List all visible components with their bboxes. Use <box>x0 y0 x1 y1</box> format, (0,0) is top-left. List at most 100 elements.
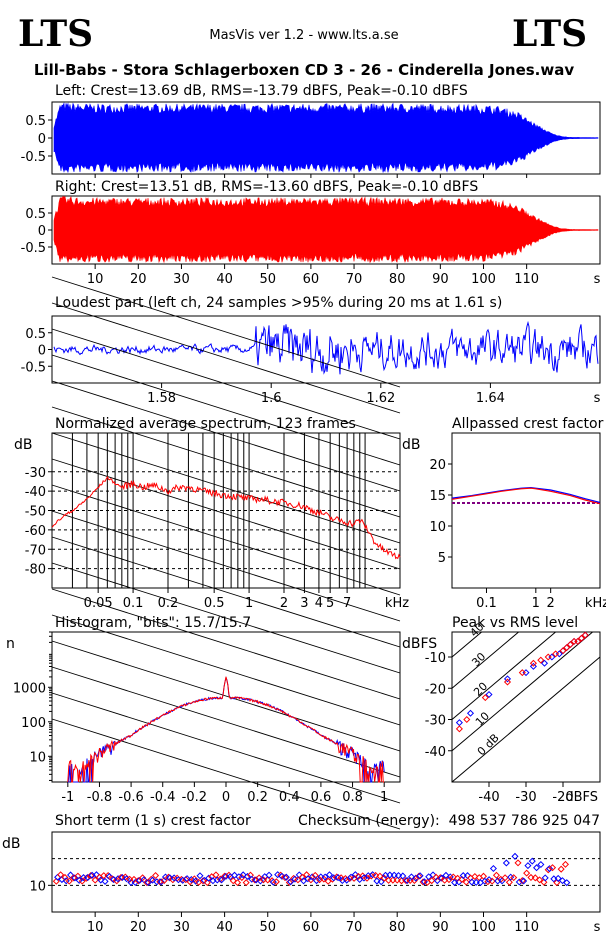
shortcrest-point <box>213 876 221 884</box>
shortcrest-point <box>524 862 532 870</box>
right-waveform-xtick-label: 30 <box>173 272 190 287</box>
shortcrest-point <box>234 879 242 887</box>
peakrms-point <box>559 647 567 655</box>
shortcrest-point <box>510 874 518 882</box>
peakrms-xtick-label: -20 <box>552 790 573 805</box>
crest-series-line <box>451 486 601 503</box>
shortcrest-point <box>399 872 407 880</box>
shortcrest-point <box>494 877 502 885</box>
shortcrest-point <box>307 876 315 884</box>
shortcrest-xtick-label: 80 <box>389 920 406 935</box>
right-waveform-xtick-label: 10 <box>87 272 104 287</box>
right-waveform-xtick-label: 80 <box>389 272 406 287</box>
right-waveform-xtick-label: 20 <box>130 272 147 287</box>
short-crest-title: Short term (1 s) crest factor <box>55 813 251 829</box>
left-waveform-signal <box>53 101 599 173</box>
spectrum-grid <box>51 276 401 830</box>
spectrum-ytick-label: -80 <box>25 563 46 578</box>
histogram-xtick-label: 0.4 <box>279 790 300 805</box>
shortcrest-point <box>218 876 226 884</box>
loudest-xtick-label: 1.62 <box>366 391 395 406</box>
shortcrest-point <box>238 873 246 882</box>
shortcrest-point <box>265 871 273 879</box>
spectrum-slope-line <box>51 380 401 492</box>
shortcrest-xunit-label: s <box>594 920 601 935</box>
crest-ytick-label: 20 <box>429 458 446 473</box>
peakrms-ytick-label: -20 <box>425 682 446 697</box>
shortcrest-xtick-label: 100 <box>471 920 496 935</box>
loudest-ytick-label: 0.5 <box>25 327 46 342</box>
right-waveform-ytick-label: -0.5 <box>21 241 46 256</box>
spectrum-slope-line <box>51 458 401 570</box>
shortcrest-point <box>143 879 151 887</box>
crest-ytick-label: 15 <box>429 489 446 504</box>
spectrum-ytick-label: -60 <box>25 524 46 539</box>
crest-frame <box>451 432 601 589</box>
checksum-value: 498 537 786 925 047 <box>449 813 600 829</box>
loudest-xtick-label: 1.58 <box>147 391 176 406</box>
shortcrest-point <box>386 871 394 879</box>
shortcrest-point <box>101 877 109 885</box>
shortcrest-point <box>347 873 355 881</box>
shortcrest-point <box>281 874 289 882</box>
shortcrest-point <box>511 852 519 860</box>
peakrms-point <box>503 678 512 686</box>
shortcrest-point <box>157 878 165 886</box>
spectrum-slope-line <box>51 562 401 674</box>
shortcrest-ytick-label: 10 <box>29 879 46 894</box>
shortcrest-point <box>190 875 198 883</box>
crest-ytick-label: 5 <box>438 551 446 566</box>
shortcrest-point <box>243 872 252 880</box>
shortcrest-point <box>380 874 388 882</box>
left-waveform-ytick-label: 0 <box>38 132 46 147</box>
shortcrest-point <box>131 878 139 886</box>
shortcrest-point <box>126 875 134 883</box>
histogram-xtick-label: -0.8 <box>87 790 112 805</box>
shortcrest-point <box>209 877 217 885</box>
shortcrest-point <box>533 864 541 872</box>
shortcrest-point <box>354 872 362 880</box>
shortcrest-point <box>488 877 496 885</box>
shortcrest-point <box>91 876 99 884</box>
shortcrest-point <box>558 877 566 885</box>
histogram-xtick-label: -1 <box>61 790 74 805</box>
histogram-ylabel: n <box>6 636 15 652</box>
histogram-title: Histogram, "bits": 15.7/15.7 <box>55 615 251 631</box>
shortcrest-xtick-label: 20 <box>130 920 147 935</box>
spectrum-xtick-label: 0.5 <box>204 596 225 611</box>
peakrms-ylabel: dBFS <box>402 636 437 652</box>
shortcrest-ylabel: dB <box>2 836 21 852</box>
loudest-ytick-label: -0.5 <box>21 360 46 375</box>
right-waveform-xtick-label: 110 <box>514 272 539 287</box>
shortcrest-point <box>505 878 513 886</box>
shortcrest-point <box>563 879 571 887</box>
shortcrest-point <box>389 876 397 884</box>
right-waveform-xtick-label: 70 <box>346 272 363 287</box>
histogram-ytick-label: 100 <box>21 716 46 731</box>
shortcrest-xtick-label: 60 <box>303 920 320 935</box>
spectrum-slope-line <box>51 692 401 804</box>
peakrms-point <box>581 631 589 639</box>
shortcrest-point <box>65 877 73 885</box>
peakrms-point <box>544 653 552 661</box>
shortcrest-point <box>485 876 493 884</box>
peakrms-point <box>563 644 571 652</box>
shortcrest-point <box>311 871 319 879</box>
peakrms-ytick-label: -30 <box>425 714 446 729</box>
shortcrest-point <box>531 874 539 882</box>
peakrms-diagonal-line <box>451 631 593 752</box>
histogram-xtick-label: 0 <box>222 790 230 805</box>
shortcrest-point <box>502 859 510 867</box>
histogram-xtick-label: 0.6 <box>311 790 332 805</box>
shortcrest-point <box>520 877 528 885</box>
shortcrest-point <box>394 871 403 880</box>
right-waveform-xtick-label: 60 <box>303 272 320 287</box>
spectrum-ytick-label: -70 <box>25 543 46 558</box>
shortcrest-point <box>402 876 410 885</box>
peakrms-point <box>577 634 586 642</box>
peakrms-point <box>555 650 563 658</box>
shortcrest-point <box>71 874 79 882</box>
app-version: MasVis ver 1.2 - www.lts.a.se <box>209 28 398 43</box>
spectrum-xtick-label: 0.2 <box>158 596 179 611</box>
right-waveform-xtick-label: 50 <box>259 272 276 287</box>
